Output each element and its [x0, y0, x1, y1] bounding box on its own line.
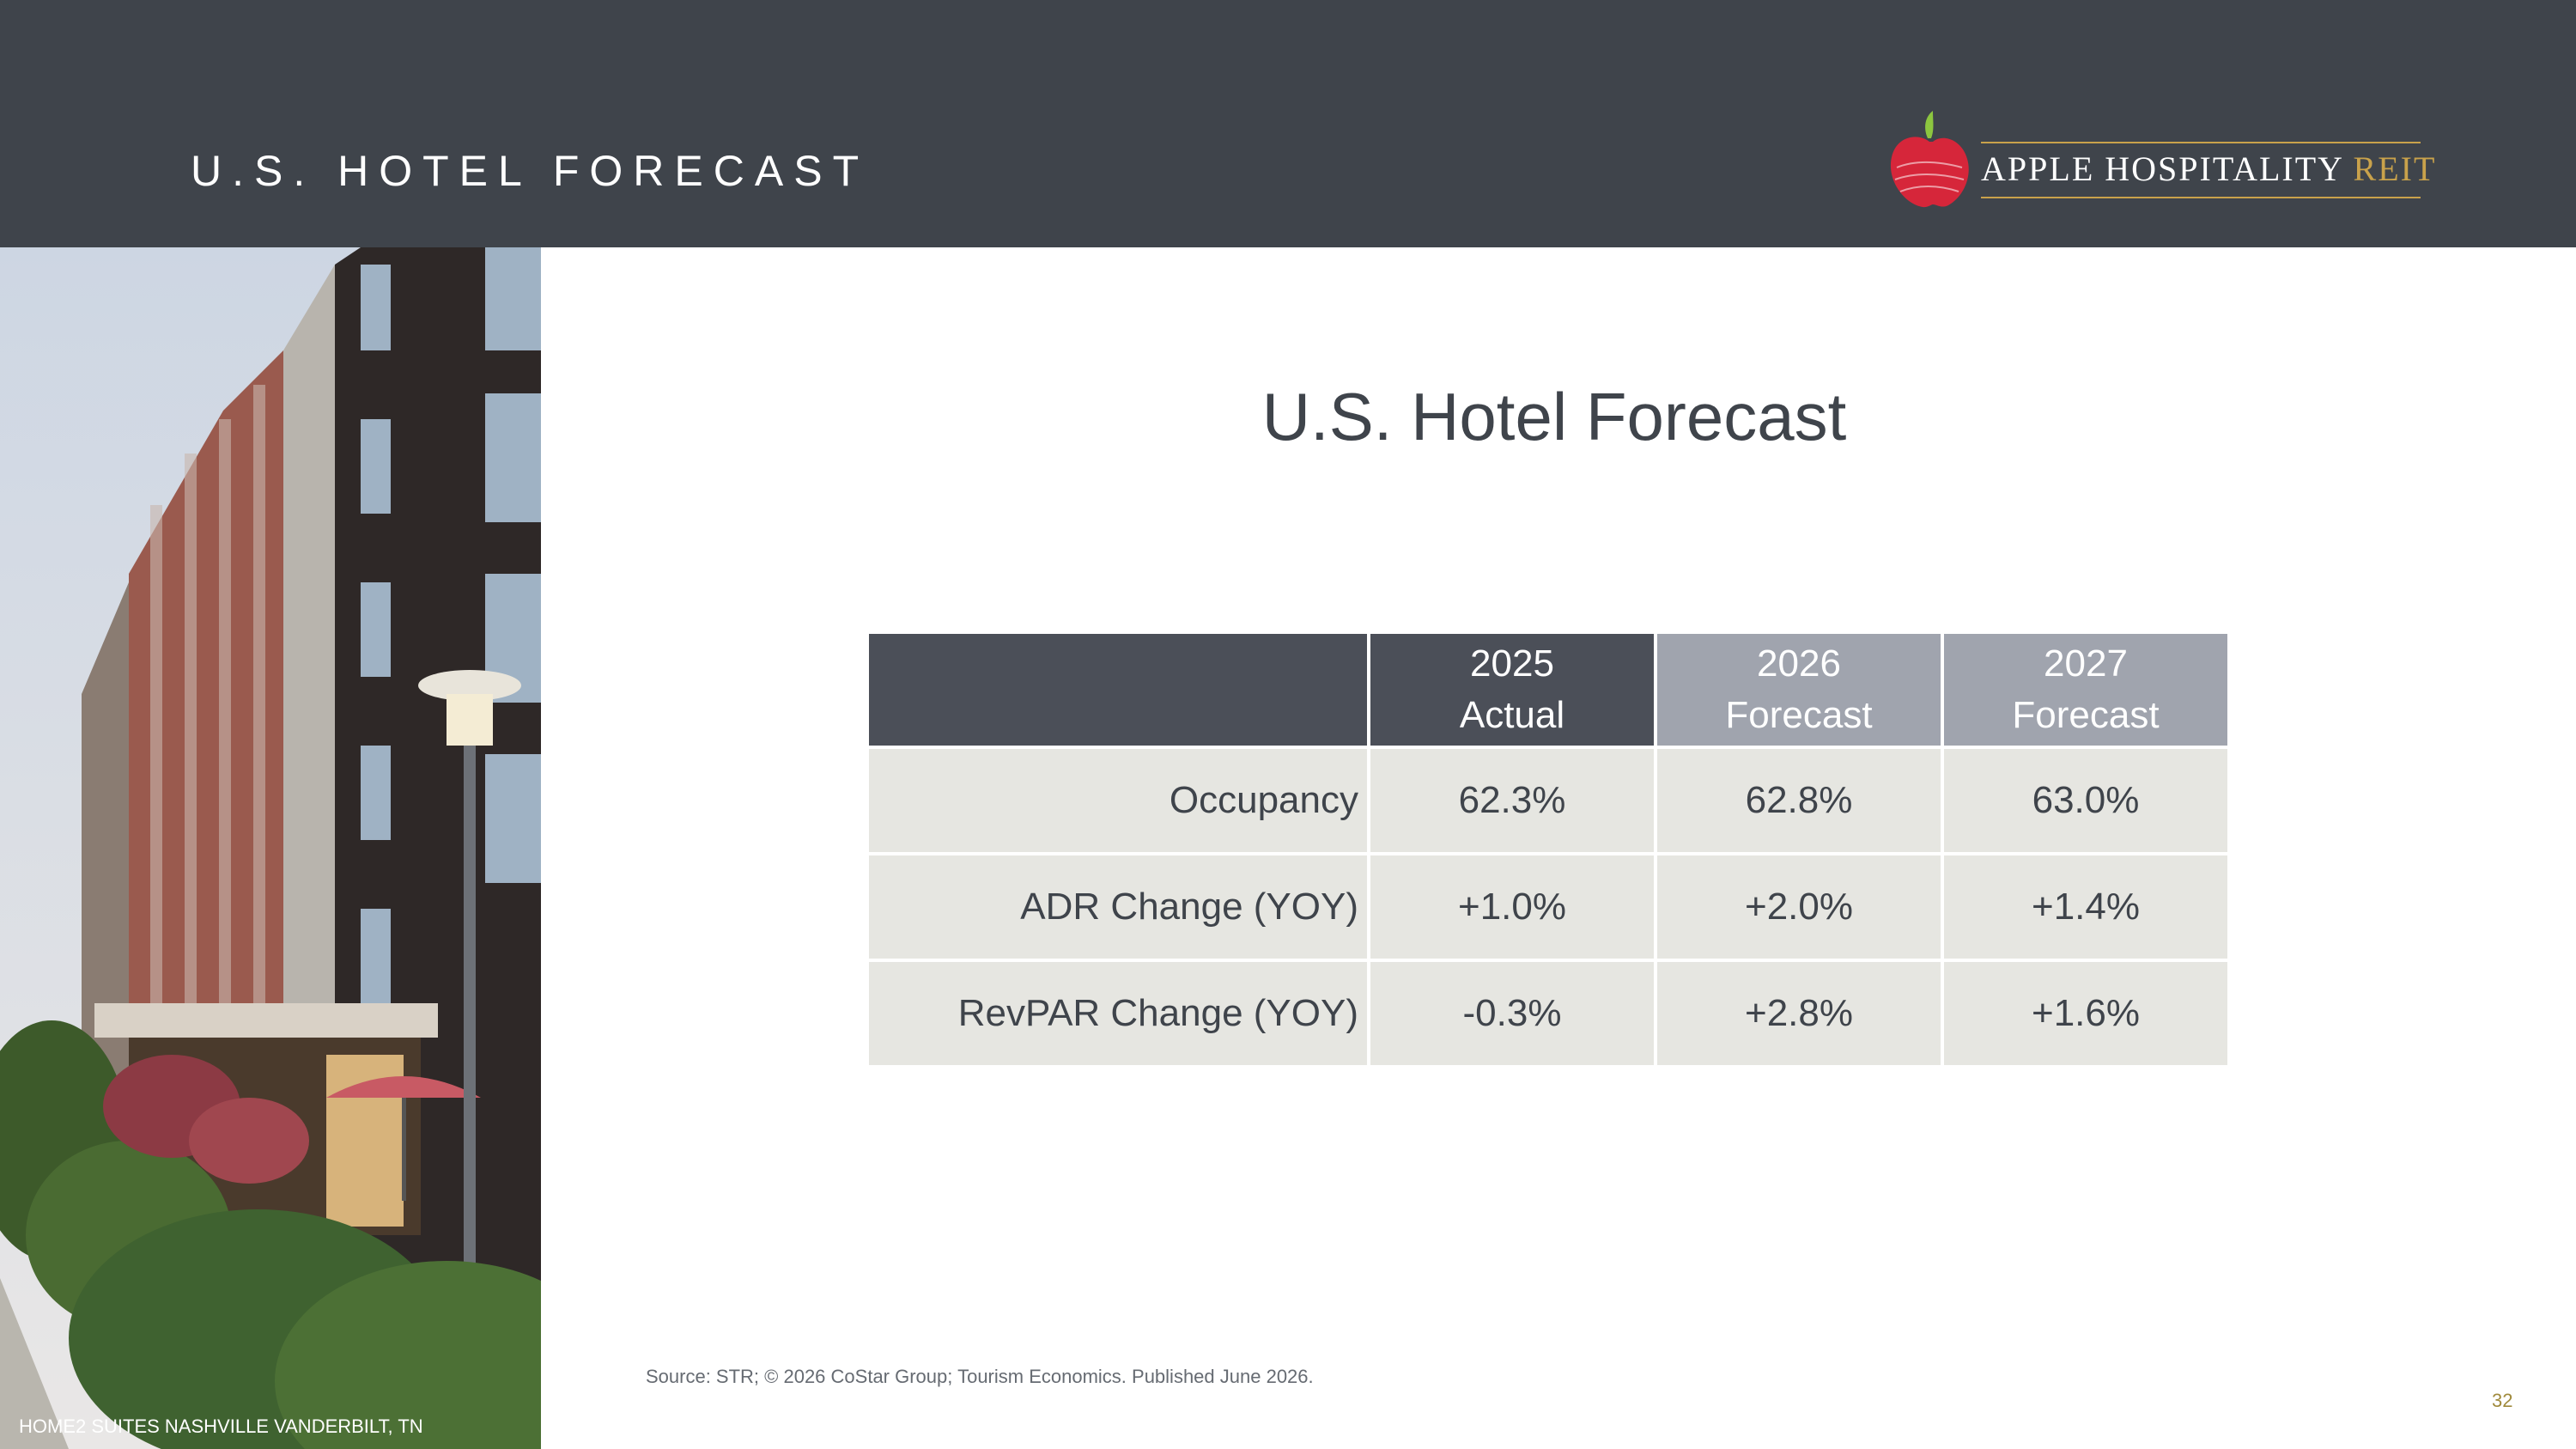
photo-caption: HOME2 SUITES NASHVILLE VANDERBILT, TN	[19, 1416, 423, 1437]
row-label: Occupancy	[866, 746, 1370, 855]
table-cell: 62.3%	[1367, 746, 1657, 855]
table-cell: +1.6%	[1941, 959, 2231, 1068]
forecast-table: 2025 Actual 2026 Forecast 2027 Forecast Occ…	[866, 630, 2231, 1068]
header-bar: U.S. HOTEL FORECAST APPLE HOSPITALITY RE…	[0, 0, 2576, 247]
column-year: 2025	[1470, 642, 1554, 685]
column-year: 2027	[2044, 642, 2128, 685]
main-title: U.S. Hotel Forecast	[1261, 379, 1847, 454]
table-header-cell: 2027 Forecast	[1941, 630, 2231, 749]
table-cell: +2.0%	[1654, 852, 1944, 962]
logo-name: APPLE HOSPITALITY	[1981, 149, 2343, 188]
logo-suffix: REIT	[2353, 149, 2437, 188]
table-cell: 63.0%	[1941, 746, 2231, 855]
column-label: Forecast	[1725, 694, 1873, 736]
table-cell: 62.8%	[1654, 746, 1944, 855]
logo-bottom-rule	[1981, 197, 2421, 198]
company-logo: APPLE HOSPITALITY REIT	[1885, 107, 2434, 210]
table-cell: +1.0%	[1367, 852, 1657, 962]
column-year: 2026	[1757, 642, 1841, 685]
row-label: RevPAR Change (YOY)	[866, 959, 1370, 1068]
hotel-photo: HOME2 SUITES NASHVILLE VANDERBILT, TN	[0, 247, 541, 1449]
table-cell: +1.4%	[1941, 852, 2231, 962]
table-header-row: 2025 Actual 2026 Forecast 2027 Forecast	[866, 630, 2231, 749]
column-label: Actual	[1459, 694, 1565, 736]
apple-icon	[1890, 111, 1969, 208]
page-number: 32	[2492, 1390, 2513, 1411]
header-title: U.S. HOTEL FORECAST	[191, 147, 870, 195]
table-cell: -0.3%	[1367, 959, 1657, 1068]
logo-top-rule	[1981, 142, 2421, 143]
column-label: Forecast	[2012, 694, 2160, 736]
table-row: ADR Change (YOY) +1.0% +2.0% +1.4%	[866, 852, 2231, 962]
table-row: Occupancy 62.3% 62.8% 63.0%	[866, 746, 2231, 855]
table-row: RevPAR Change (YOY) -0.3% +2.8% +1.6%	[866, 959, 2231, 1068]
table-header-blank	[866, 630, 1370, 749]
table-header-cell: 2025 Actual	[1367, 630, 1657, 749]
row-label: ADR Change (YOY)	[866, 852, 1370, 962]
source-note: Source: STR; © 2026 CoStar Group; Touris…	[646, 1366, 1314, 1387]
logo-text: APPLE HOSPITALITY REIT	[1981, 149, 2436, 189]
table-header-cell: 2026 Forecast	[1654, 630, 1944, 749]
table-cell: +2.8%	[1654, 959, 1944, 1068]
